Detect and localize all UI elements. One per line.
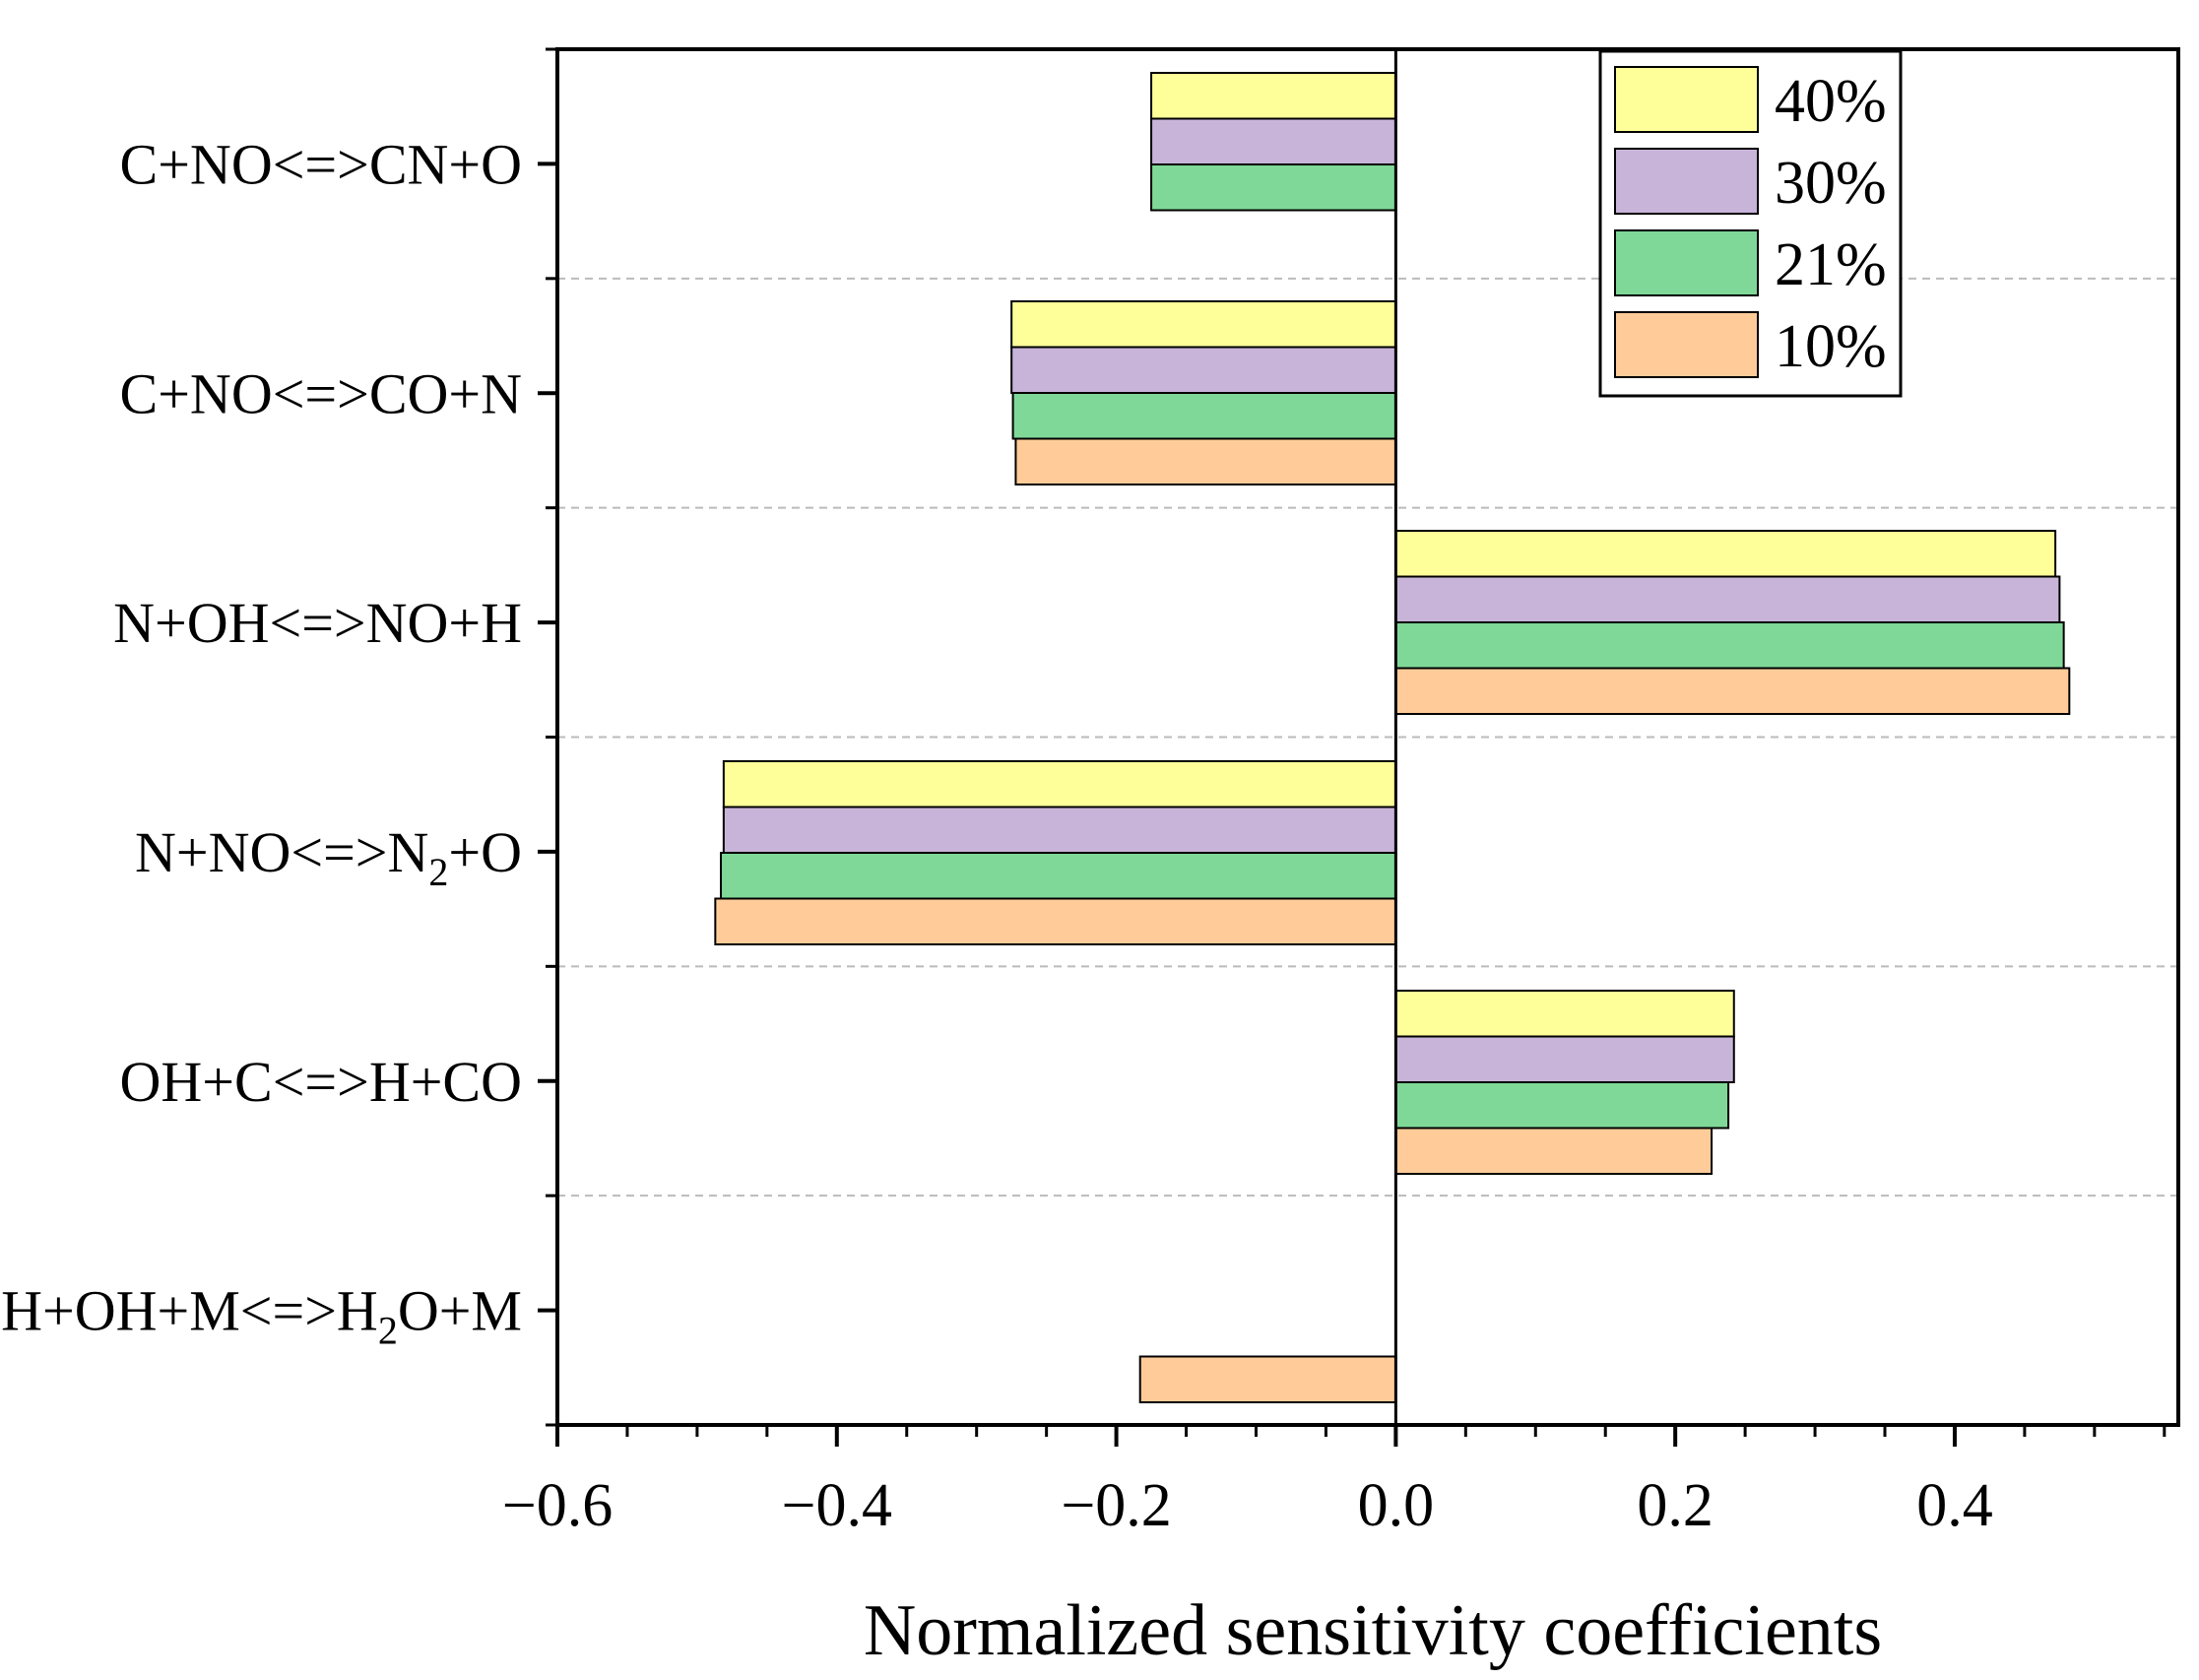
legend: 40% 30% 21% 10% — [1598, 49, 1903, 398]
x-tick-label: 0.0 — [1358, 1472, 1435, 1539]
legend-label: 10% — [1775, 313, 1887, 380]
x-tick-label: 0.4 — [1916, 1472, 1993, 1539]
y-axis: C+NO<=>CN+O C+NO<=>CO+N N+OH<=>NO+H N+NO<=>… — [1, 47, 557, 1427]
x-tick-label: 0.2 — [1637, 1472, 1714, 1539]
bar-10pct-cat-3 — [714, 897, 1397, 945]
bar-30pct-cat-2 — [1394, 575, 2061, 623]
bar-10pct-cat-2 — [1394, 667, 2071, 715]
legend-swatch — [1614, 311, 1759, 378]
bar-10pct-cat-4 — [1394, 1127, 1714, 1175]
legend-label: 21% — [1775, 231, 1887, 298]
bar-10pct-cat-5 — [1138, 1355, 1397, 1403]
bar-40pct-cat-3 — [722, 760, 1397, 808]
legend-swatch — [1614, 66, 1759, 133]
bars — [714, 72, 2071, 1403]
bar-40pct-cat-1 — [1010, 300, 1397, 349]
y-category-label: N+NO<=>N2+O — [135, 820, 522, 894]
legend-swatch — [1614, 148, 1759, 215]
x-tick-label: −0.2 — [1061, 1472, 1171, 1539]
bar-40pct-cat-4 — [1394, 990, 1735, 1038]
y-category-label: C+NO<=>CN+O — [120, 132, 522, 196]
y-category-label: N+OH<=>NO+H — [113, 591, 522, 655]
bar-40pct-cat-0 — [1150, 72, 1397, 120]
bar-30pct-cat-4 — [1394, 1035, 1735, 1083]
bar-30pct-cat-3 — [722, 806, 1397, 854]
bar-21pct-cat-4 — [1394, 1081, 1730, 1130]
bar-40pct-cat-2 — [1394, 530, 2057, 578]
x-tick-label: −0.6 — [502, 1472, 613, 1539]
legend-label: 30% — [1775, 150, 1887, 217]
legend-swatch — [1614, 229, 1759, 296]
x-tick-label: −0.4 — [782, 1472, 892, 1539]
y-category-label: OH+C<=>H+CO — [120, 1050, 522, 1114]
bar-10pct-cat-1 — [1014, 437, 1397, 485]
bar-21pct-cat-2 — [1394, 621, 2065, 670]
bar-21pct-cat-1 — [1011, 392, 1397, 440]
x-axis-title: Normalized sensitivity coefficients — [864, 1590, 1882, 1671]
x-axis: −0.6 −0.4 −0.2 0.0 0.2 0.4 — [502, 1425, 2167, 1539]
y-category-label: H+OH+M<=>H2O+M — [1, 1279, 522, 1353]
legend-label: 40% — [1775, 68, 1887, 135]
bar-21pct-cat-0 — [1150, 163, 1397, 212]
y-category-label: C+NO<=>CO+N — [120, 361, 522, 425]
plot-frame — [555, 47, 2180, 1427]
bar-30pct-cat-1 — [1010, 346, 1397, 394]
bar-30pct-cat-0 — [1150, 117, 1397, 165]
bar-21pct-cat-3 — [720, 852, 1397, 900]
